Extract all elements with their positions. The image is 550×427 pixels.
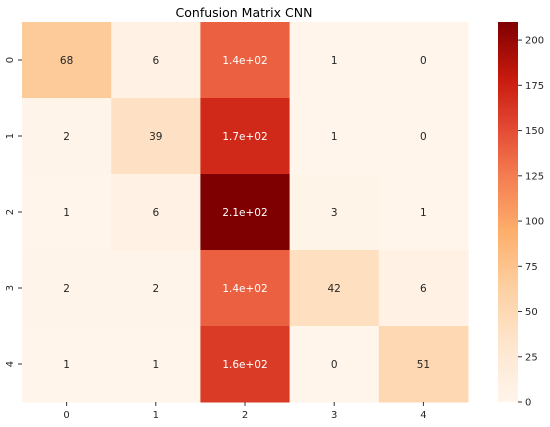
x-tick-label-2: 2 (242, 410, 248, 421)
y-tick-label-1: 1 (5, 133, 16, 139)
colorbar-gradient (498, 22, 518, 402)
y-tick-label-3: 3 (5, 285, 16, 291)
cell-label-2-2: 2.1e+02 (222, 207, 267, 219)
heatmap-cell-2-0 (22, 174, 112, 251)
heatmap-cell-4-1 (111, 326, 201, 403)
heatmap-cell-2-1 (111, 174, 201, 251)
cell-label-1-2: 1.7e+02 (222, 131, 267, 143)
heatmap-cells (22, 22, 469, 403)
heatmap-cell-4-2 (200, 326, 291, 403)
cell-label-4-1: 1 (152, 359, 159, 371)
heatmap-cell-4-0 (22, 326, 112, 403)
cell-label-1-0: 2 (63, 131, 70, 143)
heatmap-cell-2-2 (200, 174, 291, 251)
cell-label-2-1: 6 (152, 207, 159, 219)
colorbar-tick-label-5: 125 (525, 171, 544, 182)
heatmap-cell-0-0 (22, 22, 112, 99)
cell-label-4-2: 1.6e+02 (222, 359, 267, 371)
heatmap-cell-2-4 (378, 174, 469, 251)
x-tick-label-3: 3 (331, 410, 337, 421)
heatmap-cell-0-4 (378, 22, 469, 99)
y-tick-label-2: 2 (5, 209, 16, 215)
x-tick-label-0: 0 (63, 410, 69, 421)
heatmap-cell-3-1 (111, 250, 201, 327)
cell-label-3-4: 6 (420, 283, 427, 295)
heatmap-cell-1-0 (22, 98, 112, 175)
cell-label-4-3: 0 (331, 359, 338, 371)
heatmap-cell-1-4 (378, 98, 469, 175)
colorbar-tick-label-4: 100 (525, 217, 544, 228)
heatmap-cell-3-4 (378, 250, 469, 327)
colorbar: 0 25 50 75 100 125 150 175 200 (498, 22, 544, 409)
chart-title: Confusion Matrix CNN (176, 5, 313, 20)
colorbar-tick-label-6: 150 (525, 126, 544, 137)
cell-label-0-1: 6 (152, 55, 159, 67)
cell-label-0-3: 1 (331, 55, 338, 67)
heatmap-cell-labels: 68 6 1.4e+02 1 0 2 39 1.7e+02 1 0 1 6 2.1e+02 3 1 2 2 1.4… (60, 55, 430, 371)
cell-label-2-3: 3 (331, 207, 338, 219)
heatmap-cell-0-2 (200, 22, 291, 99)
cell-label-0-2: 1.4e+02 (222, 55, 267, 67)
heatmap-cell-2-3 (289, 174, 380, 251)
colorbar-tick-label-7: 175 (525, 81, 544, 92)
cell-label-1-3: 1 (331, 131, 338, 143)
heatmap-cell-1-3 (289, 98, 380, 175)
heatmap-cell-0-1 (111, 22, 201, 99)
cell-label-2-0: 1 (63, 207, 70, 219)
x-tick-label-1: 1 (153, 410, 159, 421)
cell-label-3-2: 1.4e+02 (222, 283, 267, 295)
cell-label-3-1: 2 (152, 283, 159, 295)
cell-label-0-4: 0 (420, 55, 427, 67)
colorbar-tick-label-8: 200 (525, 36, 544, 47)
heatmap-cell-3-2 (200, 250, 291, 327)
heatmap-cell-3-3 (289, 250, 380, 327)
heatmap-cell-3-0 (22, 250, 112, 327)
heatmap-cell-1-1 (111, 98, 201, 175)
cell-label-3-3: 42 (328, 283, 341, 295)
y-axis: 0 1 2 3 4 (5, 57, 22, 367)
colorbar-tick-label-3: 75 (525, 262, 538, 273)
heatmap-cell-0-3 (289, 22, 380, 99)
x-tick-label-4: 4 (420, 410, 426, 421)
cell-label-4-0: 1 (63, 359, 70, 371)
heatmap-cell-4-3 (289, 326, 380, 403)
heatmap-cell-1-2 (200, 98, 291, 175)
cell-label-1-4: 0 (420, 131, 427, 143)
cell-label-4-4: 51 (417, 359, 430, 371)
cell-label-1-1: 39 (149, 131, 162, 143)
cell-label-2-4: 1 (420, 207, 427, 219)
heatmap-cell-4-4 (378, 326, 469, 403)
cell-label-0-0: 68 (60, 55, 73, 67)
x-axis: 0 1 2 3 4 (63, 402, 427, 421)
y-tick-label-4: 4 (5, 361, 16, 367)
cell-label-3-0: 2 (63, 283, 70, 295)
y-tick-label-0: 0 (5, 57, 16, 63)
colorbar-tick-label-0: 0 (525, 398, 531, 409)
colorbar-tick-label-2: 50 (525, 307, 538, 318)
colorbar-tick-label-1: 25 (525, 352, 538, 363)
